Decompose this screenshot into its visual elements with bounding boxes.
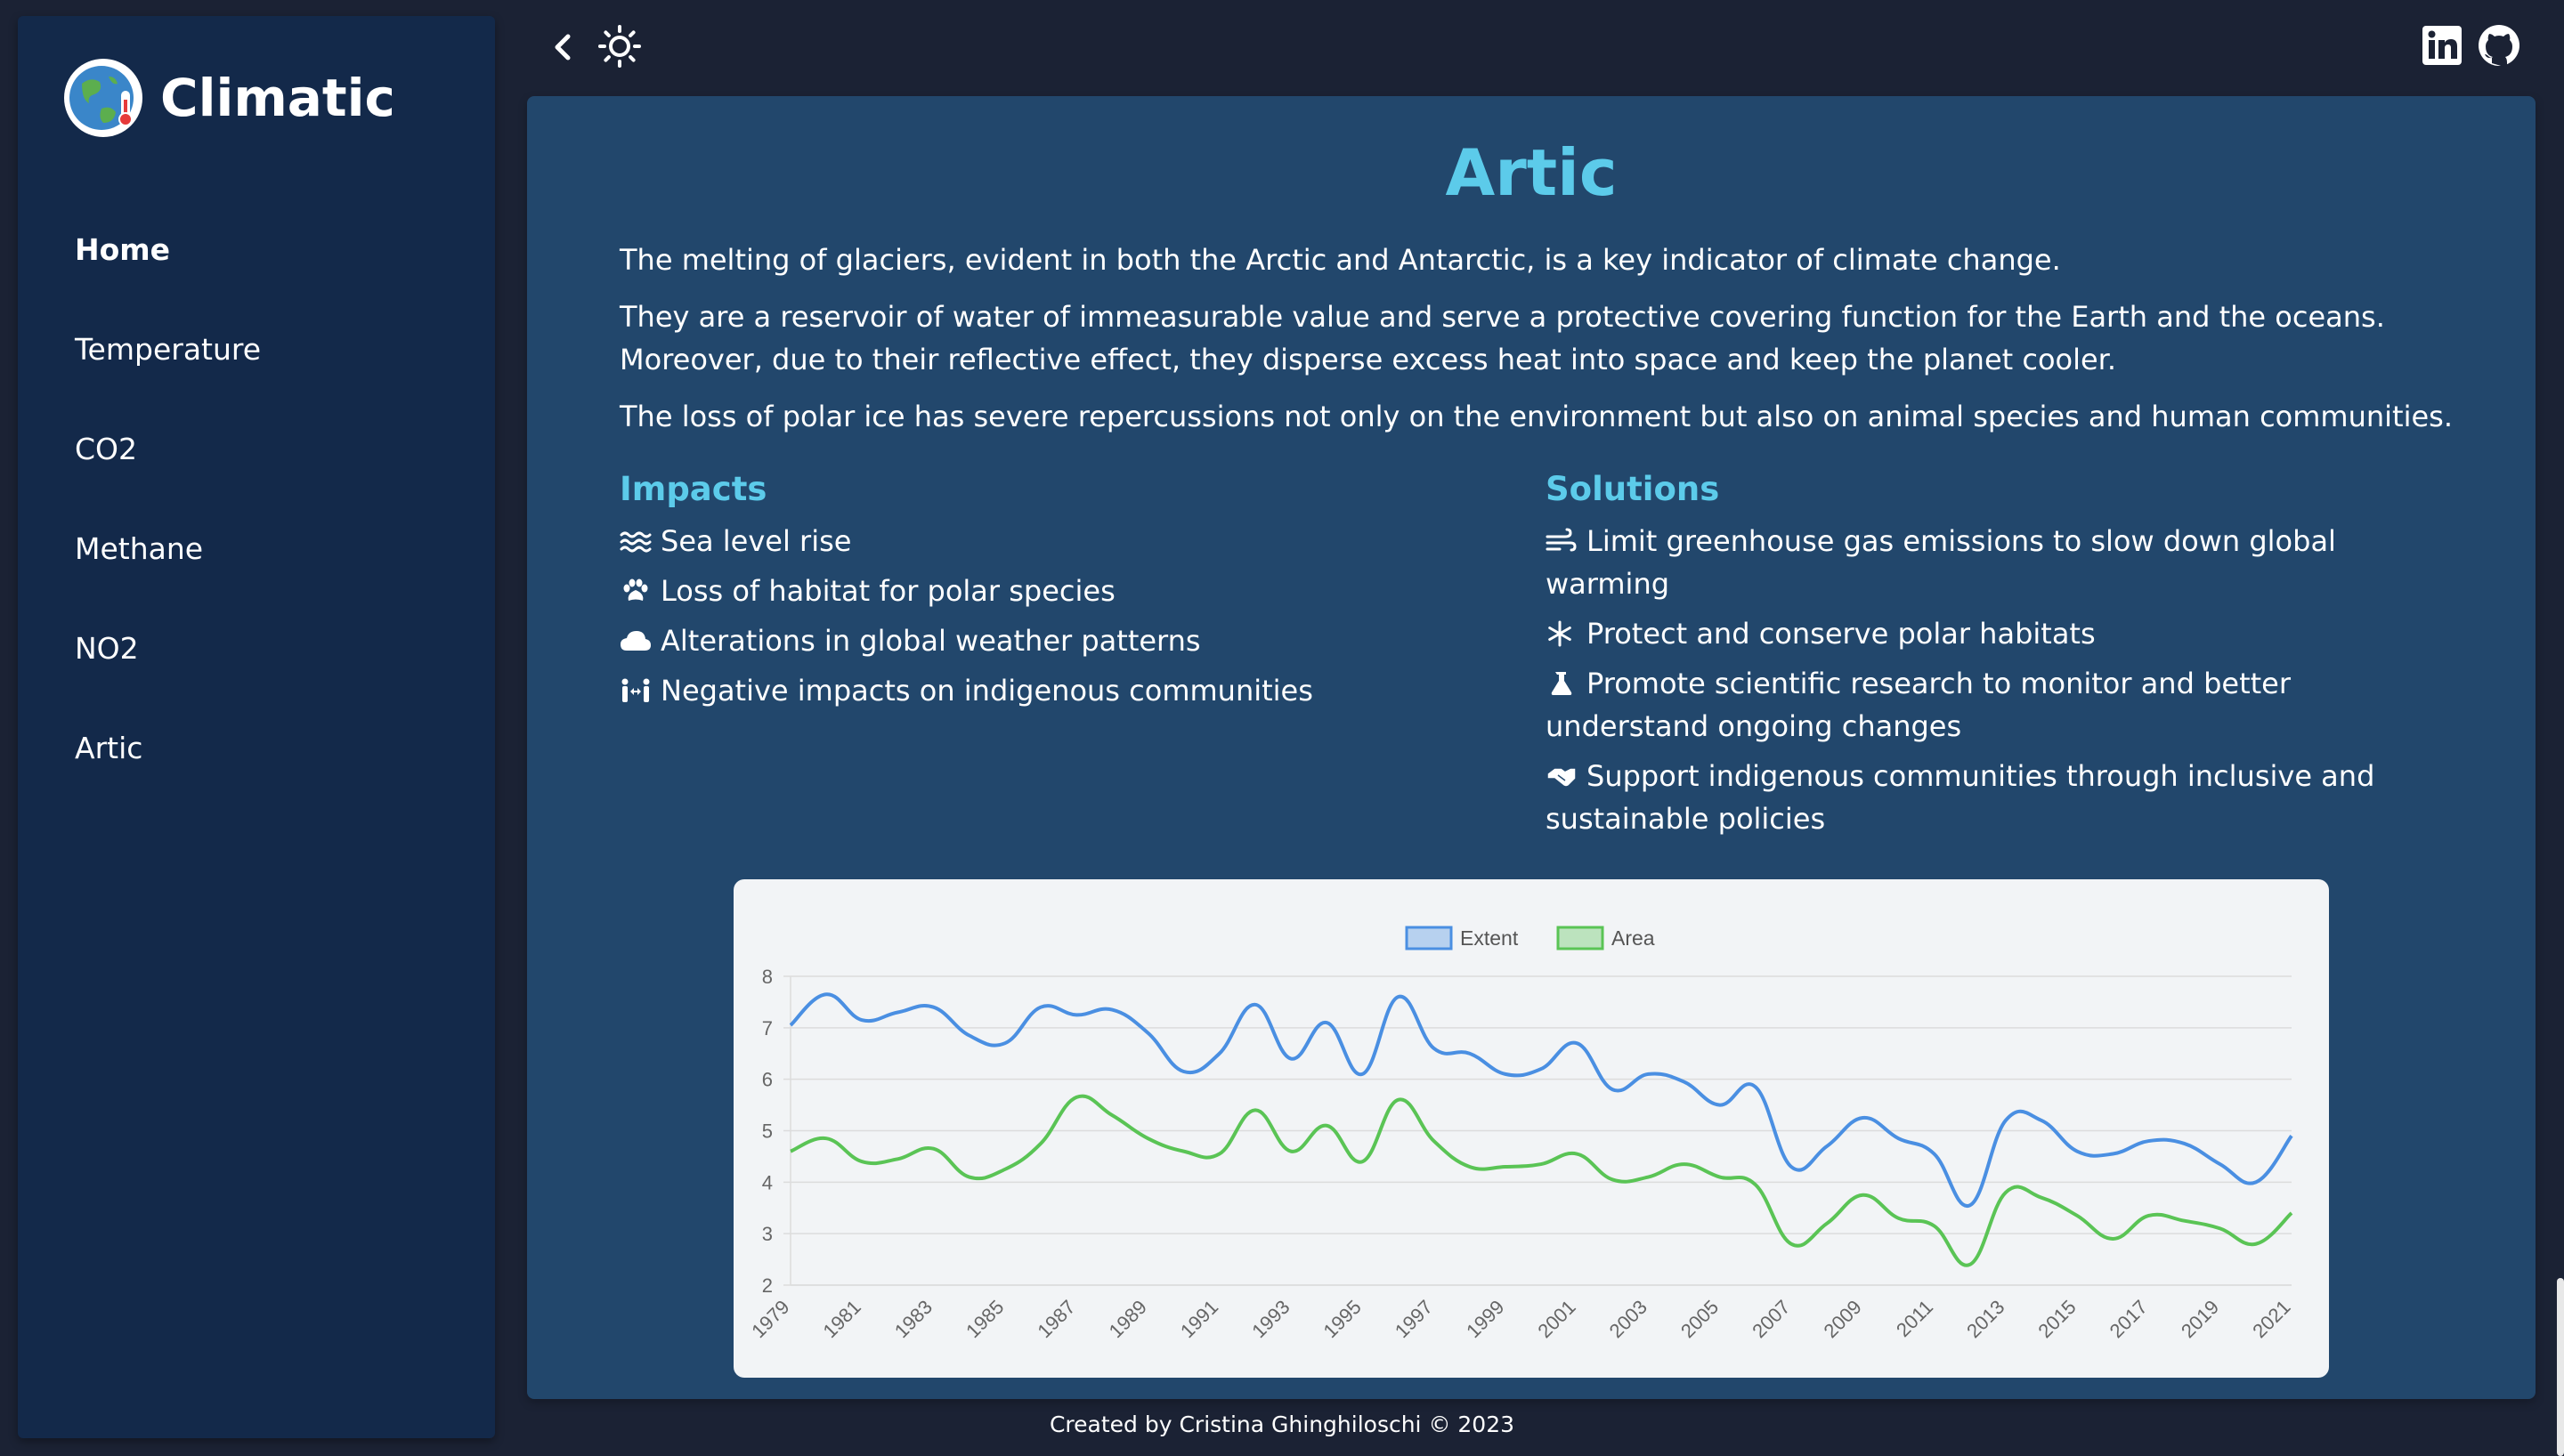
y-tick-label: 5 (762, 1120, 773, 1143)
series-line-extent (789, 992, 2293, 1208)
main-content: Artic The melting of glaciers, evident i… (527, 96, 2536, 1399)
x-tick-label: 1985 (961, 1296, 1008, 1342)
x-tick-label: 2017 (2106, 1296, 2152, 1342)
chevron-left-icon (555, 34, 571, 61)
x-tick-label: 2003 (1605, 1296, 1651, 1342)
impacts-heading: Impacts (620, 470, 767, 508)
collapse-sidebar-button[interactable] (545, 27, 580, 68)
water-waves-icon (620, 523, 652, 553)
x-tick-label: 2021 (2248, 1296, 2294, 1342)
x-tick-label: 1995 (1319, 1296, 1366, 1342)
y-tick-label: 8 (762, 966, 773, 988)
app-name: Climatic (160, 68, 395, 128)
x-tick-label: 1983 (890, 1296, 937, 1342)
sidebar: Climatic Home Temperature CO2 Methane NO… (18, 16, 495, 1438)
sidebar-item-co2[interactable]: CO2 (75, 432, 138, 466)
sidebar-item-methane[interactable]: Methane (75, 531, 204, 566)
github-link[interactable] (2477, 23, 2521, 68)
legend-swatch[interactable] (1556, 926, 1604, 950)
intro-paragraph: They are a reservoir of water of immeasu… (620, 300, 2385, 376)
x-tick-label: 1993 (1247, 1296, 1294, 1342)
sidebar-item-no2[interactable]: NO2 (75, 631, 139, 666)
x-tick-label: 2015 (2033, 1296, 2080, 1342)
y-tick-label: 4 (762, 1171, 773, 1193)
x-tick-label: 1997 (1391, 1296, 1437, 1342)
footer: Created by Cristina Ghinghiloschi © 2023 (1049, 1412, 1515, 1437)
paw-icon (620, 573, 652, 601)
intro-paragraph: The melting of glaciers, evident in both… (620, 243, 2061, 277)
x-tick-label: 1989 (1105, 1296, 1151, 1342)
sea-ice-chart: 2 3 4 5 6 7 8 1979 1981 1983 1985 1987 1989 1991 1993 1… (734, 879, 2329, 1378)
x-tick-label: 2011 (1892, 1296, 1937, 1341)
intro-text: The melting of glaciers, evident in both… (620, 239, 2489, 452)
page-title: Artic (1445, 135, 1618, 210)
x-tick-label: 1987 (1033, 1296, 1079, 1342)
flask-icon (1546, 666, 1578, 695)
handshake-icon (1546, 758, 1578, 788)
y-tick-label: 2 (762, 1274, 773, 1297)
x-tick-label: 1991 (1176, 1296, 1222, 1342)
github-icon (2479, 25, 2519, 67)
sidebar-item-home[interactable]: Home (75, 232, 171, 267)
list-item: Promote scientific research to monitor a… (1546, 666, 2291, 743)
series-line-area (790, 1094, 2293, 1267)
wind-icon (1546, 523, 1578, 552)
list-item: Limit greenhouse gas emissions to slow d… (1546, 523, 2336, 601)
people-arrows-icon (620, 673, 652, 702)
sidebar-item-artic[interactable]: Artic (75, 731, 143, 765)
y-tick-label: 6 (762, 1069, 773, 1091)
linkedin-icon (2422, 26, 2462, 65)
scrollbar-thumb[interactable] (2557, 1278, 2564, 1456)
intro-paragraph: The loss of polar ice has severe repercu… (620, 400, 2453, 433)
solutions-list: Limit greenhouse gas emissions to slow d… (1546, 520, 2436, 847)
x-tick-label: 2007 (1748, 1296, 1794, 1342)
list-item: Sea level rise (620, 520, 1474, 562)
y-tick-label: 7 (762, 1017, 773, 1039)
x-tick-label: 2001 (1533, 1296, 1579, 1342)
sun-icon (598, 25, 641, 68)
cloud-icon (620, 623, 652, 651)
x-tick-label: 1979 (747, 1296, 793, 1342)
list-item: Protect and conserve polar habitats (1546, 612, 2436, 655)
list-item: Negative impacts on indigenous communiti… (620, 669, 1474, 712)
legend-label[interactable]: Extent (1460, 926, 1519, 950)
snowflake-icon (1546, 616, 1578, 647)
x-tick-label: 2019 (2177, 1296, 2223, 1342)
earth-thermometer-icon (64, 59, 142, 137)
theme-toggle-button[interactable] (595, 21, 645, 71)
linkedin-link[interactable] (2422, 25, 2463, 66)
solutions-heading: Solutions (1546, 470, 1720, 508)
sidebar-item-temperature[interactable]: Temperature (75, 332, 262, 367)
x-tick-label: 1999 (1462, 1296, 1508, 1342)
x-tick-label: 2013 (1962, 1296, 2008, 1342)
list-item: Loss of habitat for polar species (620, 570, 1474, 612)
x-tick-label: 1981 (819, 1296, 865, 1342)
sidebar-nav: Home Temperature CO2 Methane NO2 Artic (75, 222, 261, 821)
line-chart: 2 3 4 5 6 7 8 1979 1981 1983 1985 1987 1989 1991 1993 1… (747, 926, 2295, 1342)
x-tick-label: 2009 (1820, 1296, 1866, 1342)
x-tick-label: 2005 (1676, 1296, 1723, 1342)
list-item: Alterations in global weather patterns (620, 619, 1474, 662)
list-item: Support indigenous communities through i… (1546, 758, 2375, 836)
impacts-list: Sea level rise Loss of habitat for polar… (620, 520, 1474, 719)
legend-swatch[interactable] (1405, 926, 1453, 950)
y-tick-label: 3 (762, 1223, 773, 1245)
legend-label[interactable]: Area (1611, 926, 1655, 950)
brand[interactable]: Climatic (62, 57, 395, 139)
